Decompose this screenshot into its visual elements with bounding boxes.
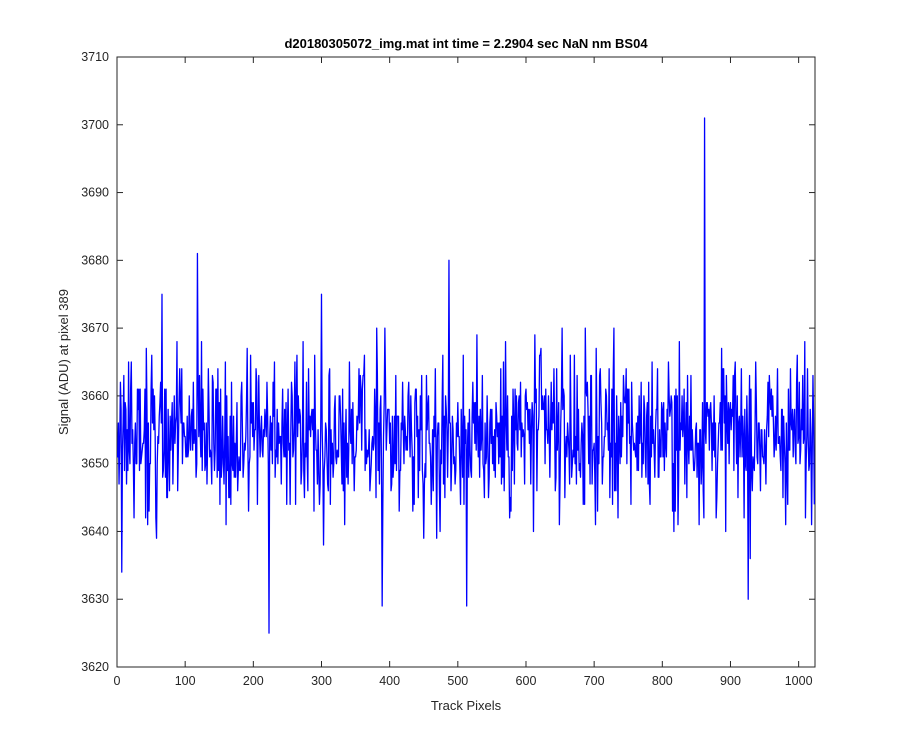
y-tick-label: 3640 [81,524,109,538]
y-tick-label: 3710 [81,50,109,64]
y-tick-label: 3620 [81,660,109,674]
x-tick-label: 400 [379,674,400,688]
x-tick-labels: 0 100 200 300 400 500 600 700 800 900 1000 [114,674,813,688]
x-tick-label: 600 [516,674,537,688]
x-axis-title: Track Pixels [431,698,502,713]
y-tick-label: 3650 [81,457,109,471]
x-tick-label: 1000 [785,674,813,688]
x-tick-label: 300 [311,674,332,688]
x-tick-label: 800 [652,674,673,688]
series-line [117,117,815,634]
y-axis-title: Signal (ADU) at pixel 389 [56,289,71,435]
y-tick-label: 3630 [81,592,109,606]
chart-title: d20180305072_img.mat int time = 2.2904 s… [284,36,648,51]
y-tick-label: 3670 [81,321,109,335]
x-tick-label: 0 [114,674,121,688]
y-tick-label: 3700 [81,118,109,132]
x-tick-label: 900 [720,674,741,688]
y-tick-label: 3660 [81,389,109,403]
x-tick-label: 500 [447,674,468,688]
x-tick-label: 200 [243,674,264,688]
x-tick-label: 700 [584,674,605,688]
series-layer [117,117,815,634]
y-tick-label: 3690 [81,186,109,200]
y-tick-label: 3680 [81,253,109,267]
axis-ticks [116,56,815,668]
y-tick-labels: 3620 3630 3640 3650 3660 3670 3680 3690 3700 3710 [81,50,109,674]
x-tick-label: 100 [175,674,196,688]
